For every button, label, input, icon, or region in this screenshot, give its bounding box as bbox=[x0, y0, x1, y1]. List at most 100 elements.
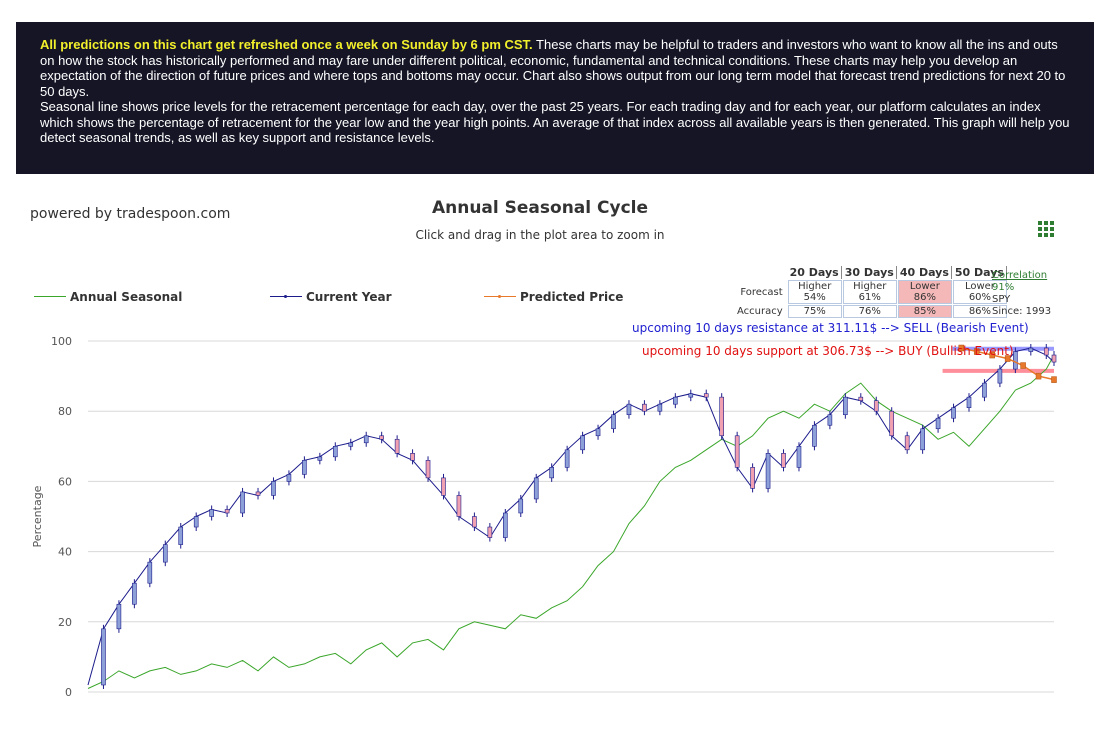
predicted-price-point bbox=[989, 351, 995, 359]
header-50-days: 50 Days bbox=[953, 266, 1007, 279]
grid-menu-icon[interactable] bbox=[1038, 221, 1054, 237]
candle-body bbox=[719, 396, 724, 437]
candle-body bbox=[564, 449, 570, 468]
candle-body bbox=[379, 435, 384, 440]
candle-body bbox=[765, 453, 771, 489]
predicted-price-point bbox=[1004, 355, 1011, 362]
candle-body bbox=[255, 491, 261, 496]
candle-body bbox=[549, 467, 554, 479]
predicted-price-point bbox=[1035, 372, 1042, 380]
predicted-price-point bbox=[973, 348, 980, 355]
candle-body bbox=[997, 368, 1003, 384]
candle-body bbox=[472, 516, 477, 528]
candle-body bbox=[858, 396, 864, 401]
candle-body bbox=[595, 428, 601, 437]
candle-body bbox=[487, 526, 493, 538]
candle-body bbox=[271, 481, 276, 496]
legend-current-year[interactable]: Current Year bbox=[270, 290, 392, 304]
legend-predicted-price[interactable]: Predicted Price bbox=[484, 290, 623, 304]
candle-body bbox=[843, 396, 848, 416]
header-20-days: 20 Days bbox=[788, 266, 842, 279]
candle-body bbox=[873, 400, 879, 412]
candle-body bbox=[240, 491, 245, 514]
y-tick-label: 0 bbox=[65, 686, 72, 699]
candle-body bbox=[734, 435, 740, 468]
forecast-cell: Lower 86% bbox=[897, 280, 952, 304]
candle-body bbox=[935, 417, 941, 430]
y-tick-label: 40 bbox=[58, 546, 72, 559]
candle-body bbox=[1043, 347, 1049, 356]
accuracy-row-label: Accuracy bbox=[737, 306, 783, 317]
series-line-annual-seasonal bbox=[87, 354, 1055, 689]
candle-body bbox=[750, 467, 755, 489]
candle-body bbox=[317, 456, 323, 461]
candle-body bbox=[348, 442, 354, 447]
candle-body bbox=[209, 509, 214, 517]
candle-body bbox=[673, 396, 678, 405]
forecast-row-label: Forecast bbox=[740, 286, 783, 298]
candle-body bbox=[456, 495, 462, 517]
y-axis-label: Percentage bbox=[31, 485, 44, 547]
candle-body bbox=[116, 603, 122, 630]
y-tick-label: 80 bbox=[58, 405, 72, 418]
correlation-link[interactable]: Correlation bbox=[992, 270, 1048, 281]
plot-svg[interactable]: 0 20 40 60 80 100 Percentage bbox=[0, 180, 1118, 738]
prediction-table: 20 Days 30 Days 40 Days 50 Days Forecast… bbox=[732, 265, 1008, 319]
candle-body bbox=[193, 516, 199, 528]
candle-body bbox=[224, 509, 230, 514]
candle-body bbox=[425, 460, 431, 479]
predicted-price-point bbox=[1051, 376, 1057, 383]
forecast-cell: Higher 61% bbox=[842, 280, 897, 304]
resistance-annotation: upcoming 10 days resistance at 311.11$ -… bbox=[632, 321, 1029, 335]
candle-body bbox=[796, 445, 802, 468]
banner-text-1: These charts may be helpful to traders a… bbox=[40, 37, 1066, 99]
candle-body bbox=[626, 403, 632, 416]
candle-body bbox=[332, 445, 338, 458]
correlation-box: Correlation 91% SPY Since: 1993 bbox=[992, 270, 1051, 318]
banner-highlight: All predictions on this chart get refres… bbox=[40, 37, 533, 52]
predicted-price-point bbox=[958, 344, 965, 352]
accuracy-cell: 76% bbox=[842, 305, 897, 318]
legend-swatch-seasonal-icon bbox=[34, 292, 66, 302]
forecast-cell: Lower 60% bbox=[952, 280, 1007, 304]
candle-body bbox=[302, 460, 307, 475]
accuracy-cell: 75% bbox=[787, 305, 842, 318]
accuracy-cell: 85% bbox=[897, 305, 952, 318]
candle-body bbox=[503, 512, 508, 538]
legend-annual-seasonal[interactable]: Annual Seasonal bbox=[34, 290, 182, 304]
candle-body bbox=[518, 498, 524, 514]
candle-body bbox=[827, 414, 833, 426]
candle-body bbox=[1013, 351, 1018, 370]
candle-body bbox=[580, 435, 585, 451]
candle-body bbox=[966, 396, 972, 408]
info-banner: All predictions on this chart get refres… bbox=[16, 22, 1094, 174]
candle-body bbox=[688, 393, 694, 398]
y-tick-label: 100 bbox=[51, 335, 72, 348]
correlation-ticker: SPY bbox=[992, 294, 1011, 305]
candle-body bbox=[657, 403, 663, 412]
legend-label: Predicted Price bbox=[520, 290, 624, 304]
candle-body bbox=[904, 435, 910, 451]
correlation-since: Since: 1993 bbox=[992, 306, 1052, 317]
candle-body bbox=[101, 628, 106, 686]
header-40-days: 40 Days bbox=[898, 266, 952, 279]
candle-body bbox=[286, 474, 292, 482]
header-30-days: 30 Days bbox=[843, 266, 897, 279]
candle-body bbox=[703, 393, 709, 398]
correlation-value: 91% bbox=[992, 282, 1015, 293]
forecast-cell: Higher 54% bbox=[787, 280, 842, 304]
support-annotation: upcoming 10 days support at 306.73$ --> … bbox=[642, 344, 1014, 358]
candle-body bbox=[441, 477, 446, 496]
candle-body bbox=[394, 438, 400, 454]
candle-body bbox=[982, 382, 987, 398]
candle-body bbox=[410, 453, 415, 461]
candle-body bbox=[1028, 347, 1034, 352]
chart-subtitle: Click and drag in the plot area to zoom … bbox=[415, 228, 665, 242]
legend-swatch-current-icon bbox=[270, 292, 302, 302]
legend-swatch-predicted-icon bbox=[484, 292, 516, 302]
candle-body bbox=[533, 477, 539, 500]
candle-body bbox=[642, 403, 647, 412]
banner-text-2: Seasonal line shows price levels for the… bbox=[40, 99, 1070, 145]
chart-container[interactable]: 0 20 40 60 80 100 Percentage powered by trades… bbox=[0, 180, 1118, 738]
candle-body bbox=[920, 428, 925, 451]
